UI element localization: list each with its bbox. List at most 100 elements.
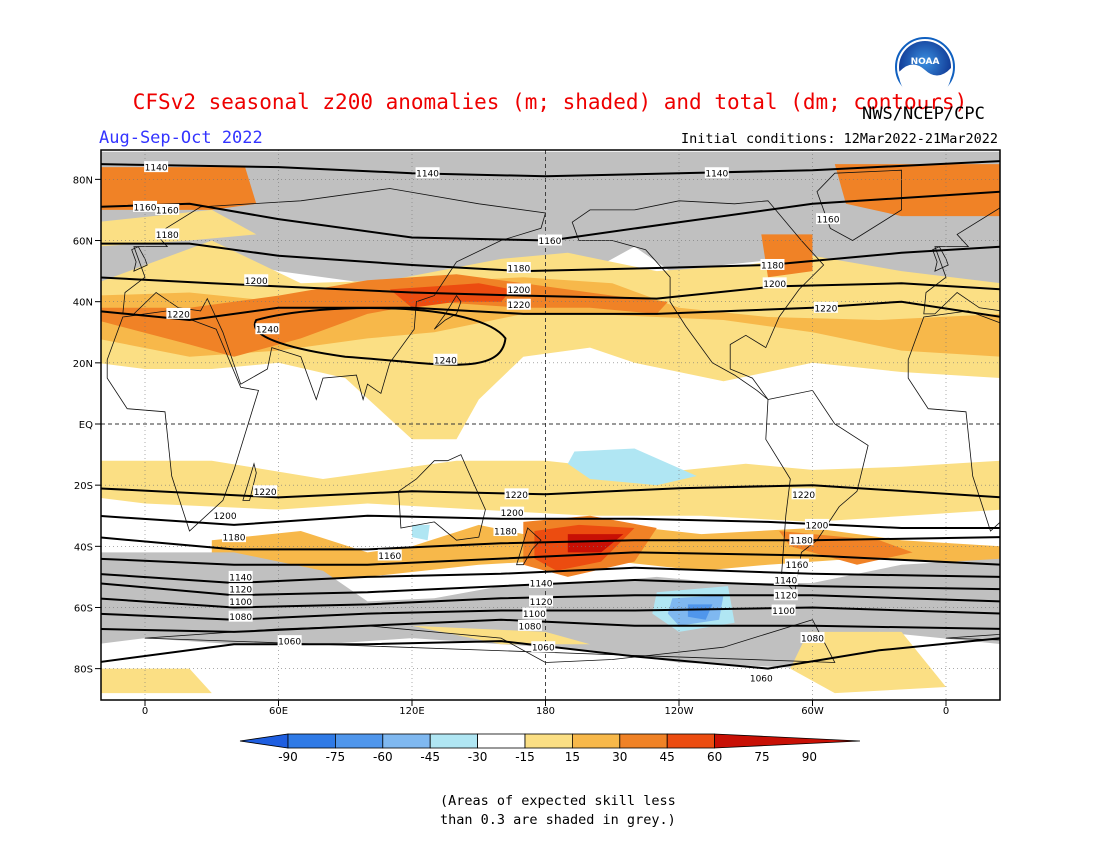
contour-label-text: 1200 xyxy=(763,280,786,290)
shade-blue-south xyxy=(687,604,713,620)
contour-label-text: 1120 xyxy=(530,598,553,608)
contour-label-text: 1180 xyxy=(761,261,784,271)
contour-label: 1160 xyxy=(537,234,562,247)
contour-label-text: 1080 xyxy=(229,613,252,623)
lat-label: 60N xyxy=(73,237,93,248)
lat-label: EQ xyxy=(79,420,93,431)
contour-label-text: 1120 xyxy=(229,586,252,596)
contour-label: 1160 xyxy=(816,213,841,226)
colorbar-label: -90 xyxy=(278,750,298,764)
contour-label-text: 1220 xyxy=(254,488,277,498)
shade-cyan-aus xyxy=(412,524,430,541)
contour-label-bg xyxy=(493,525,518,537)
colorbar-label: -45 xyxy=(420,750,440,764)
contour-label: 1200 xyxy=(506,283,531,296)
contour-label-text: 1220 xyxy=(792,491,815,501)
contour-label: 1200 xyxy=(804,518,829,531)
contour-label-bg xyxy=(522,607,547,619)
contour-label-bg xyxy=(277,635,302,647)
contour-label-text: 1220 xyxy=(507,301,530,311)
contour-label: 1120 xyxy=(529,595,554,608)
contour-label: 1220 xyxy=(813,301,838,314)
contour-label: 1220 xyxy=(166,307,191,320)
shade-orange-arctic-east xyxy=(834,164,1000,217)
coast-australia xyxy=(398,454,486,541)
contour-line xyxy=(101,551,1000,566)
colorbar: -90 -75 -60 -45 -30 -15 15 30 45 60 75 90 xyxy=(239,733,861,764)
contour-label: 1200 xyxy=(213,509,238,522)
contour-label-bg xyxy=(377,549,402,561)
season-label: Aug-Sep-Oct 2022 xyxy=(99,128,263,148)
colorbar-low-arrow xyxy=(239,733,289,749)
shade-yellow-south xyxy=(101,460,1000,522)
lon-label: 0 xyxy=(943,706,949,717)
shade-orange-arctic-west xyxy=(101,167,257,210)
contour-label-text: 1100 xyxy=(772,607,795,617)
coast-antarctica xyxy=(144,619,836,663)
contour-label-bg xyxy=(760,258,785,270)
contour-label-bg xyxy=(704,167,729,179)
colorbar-label: -75 xyxy=(326,750,346,764)
contour-label-text: 1140 xyxy=(229,573,252,583)
contour-label-bg xyxy=(213,509,238,521)
contour-label-text: 1200 xyxy=(507,286,530,296)
contour-label-text: 1160 xyxy=(156,206,179,216)
colorbar-swatch xyxy=(524,733,573,749)
colorbar-label: 45 xyxy=(660,750,675,764)
lon-label: 120W xyxy=(665,706,694,717)
contour-label: 1160 xyxy=(133,200,157,213)
colorbar-swatch xyxy=(572,733,621,749)
contour-label: 1180 xyxy=(760,258,785,271)
lon-label: 0 xyxy=(142,706,148,717)
colorbar-label: 90 xyxy=(802,750,817,764)
contour-label-bg xyxy=(804,518,829,530)
lat-label: 20N xyxy=(73,359,93,370)
shade-grey-north xyxy=(101,151,1000,302)
coast-madagascar xyxy=(1044,464,1057,501)
shade-yellow-polar-mid xyxy=(412,625,590,645)
contour-line xyxy=(101,566,1000,585)
contour-label-bg xyxy=(253,485,278,497)
contour-label-bg xyxy=(517,619,542,631)
contour-label-bg xyxy=(773,589,798,601)
contour-label-bg xyxy=(244,274,269,286)
contour-label-bg xyxy=(784,558,809,570)
coast-north-america xyxy=(0,201,23,400)
contour-label-text: 1160 xyxy=(817,216,840,226)
lon-label: 120E xyxy=(399,706,424,717)
colorbar-swatch xyxy=(334,733,384,749)
contour-label: 1160 xyxy=(377,549,402,562)
contour-label-text: 1080 xyxy=(801,635,824,645)
contour-label: 1200 xyxy=(500,506,525,519)
colorbar-high-arrow xyxy=(714,733,861,749)
contour-label-bg xyxy=(222,531,246,543)
coast-north-america xyxy=(571,200,825,400)
colorbar-label: -30 xyxy=(468,750,488,764)
contour-label-text: 1080 xyxy=(518,622,541,632)
coast-uk xyxy=(932,246,949,272)
contour-label: 1180 xyxy=(506,262,531,275)
contour-label-bg xyxy=(144,161,169,173)
contour-label: 1060 xyxy=(531,641,556,654)
contour-label-bg xyxy=(529,577,554,589)
contour-label: 1080 xyxy=(517,619,542,632)
contour-label-bg xyxy=(762,277,787,289)
contour-label-text: 1160 xyxy=(785,561,808,571)
contour-label-text: 1060 xyxy=(750,674,773,684)
contour-labels: 1140 1160 1180 1200 1220 1240 1140 1160 1180 1200… xyxy=(133,161,841,684)
contour-label-bg xyxy=(813,301,838,313)
coast-antarctica xyxy=(0,620,34,663)
contour-line xyxy=(101,594,1000,609)
contour-line xyxy=(101,514,1000,529)
contour-label-text: 1180 xyxy=(507,265,530,275)
skill-note-line-2: than 0.3 are shaded in grey.) xyxy=(440,812,676,828)
contour-label: 1180 xyxy=(493,525,518,538)
contour-label: 1140 xyxy=(144,161,169,174)
colorbar-swatch xyxy=(666,733,716,749)
contour-label: 1220 xyxy=(504,488,529,501)
contour-label: 1180 xyxy=(789,534,814,547)
contour-label-bg xyxy=(228,583,253,595)
colorbar-label: 30 xyxy=(612,750,627,764)
lat-label: 40S xyxy=(74,542,93,553)
contour-label-text: 1200 xyxy=(245,277,268,287)
